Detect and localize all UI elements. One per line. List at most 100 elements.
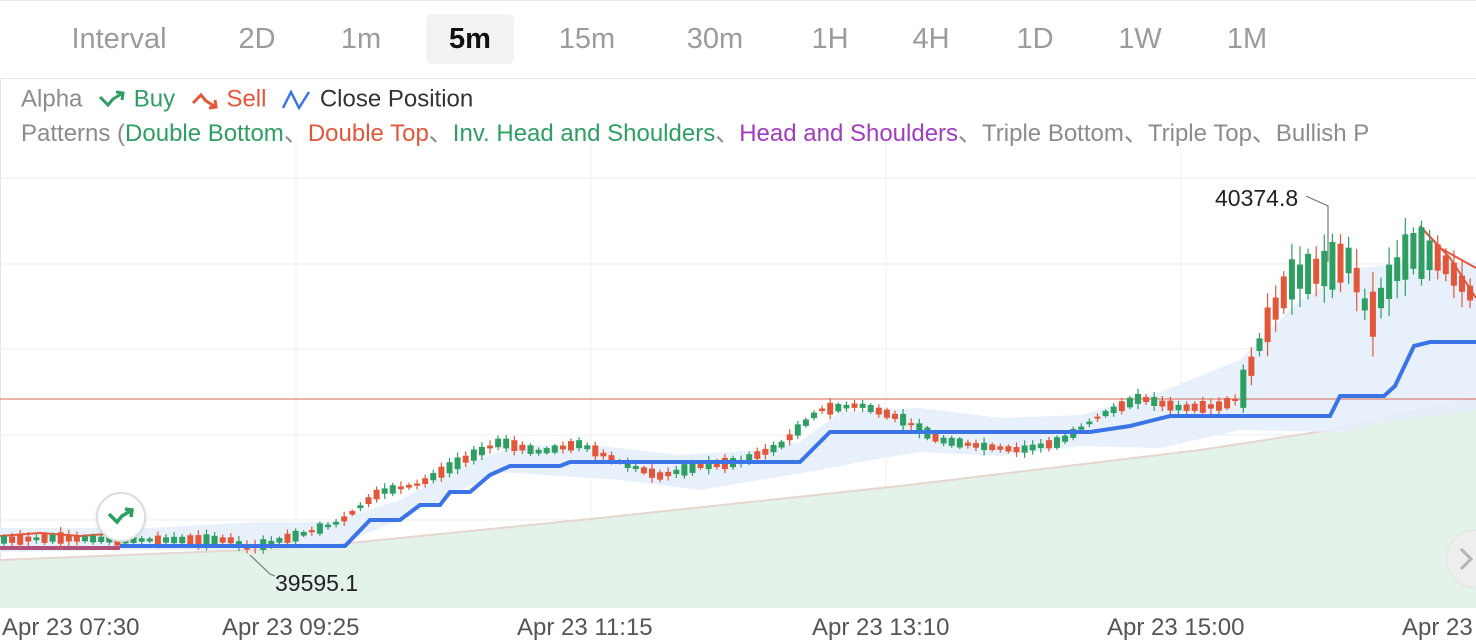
tab-5m[interactable]: 5m (426, 14, 514, 64)
candle-body (1167, 400, 1174, 411)
candle-body (1199, 400, 1206, 413)
candle-body (414, 483, 421, 486)
candle-body (349, 510, 356, 515)
candle-body (1029, 444, 1036, 451)
candle-body (900, 413, 907, 426)
candle-body (33, 537, 40, 541)
candle-body (511, 440, 518, 451)
tab-1month[interactable]: 1M (1226, 23, 1268, 55)
candle-body (794, 424, 801, 436)
candle-body (1118, 401, 1125, 412)
candle-body (171, 536, 178, 544)
candle-body (1386, 264, 1393, 299)
candle-body (875, 407, 882, 415)
low-price-label: 39595.1 (275, 570, 359, 596)
candle-body (325, 524, 331, 528)
candle-body (681, 464, 688, 476)
pattern-bullish: Bullish P (1275, 120, 1370, 147)
tab-1h[interactable]: 1H (811, 23, 849, 55)
candle-body (956, 438, 963, 448)
candle-body (1224, 397, 1231, 409)
tab-1m[interactable]: 1m (340, 23, 382, 55)
close-position-icon (273, 86, 320, 113)
candle-body (1369, 291, 1376, 337)
x-tick-label: Apr 23 15:00 (1107, 614, 1245, 641)
candle-body (146, 538, 153, 542)
candle-body (1264, 307, 1271, 343)
x-tick-label: Apr 23 07:30 (2, 614, 140, 641)
candle-body (778, 441, 785, 448)
candle-body (835, 404, 842, 412)
candle-body (916, 423, 923, 434)
candle-body (1054, 437, 1060, 448)
chart-top-border (0, 78, 1476, 79)
candle-body (1062, 435, 1069, 442)
candle-body (406, 484, 412, 488)
candle-body (1297, 264, 1303, 289)
candle-body (316, 523, 323, 534)
candle-body (519, 444, 526, 451)
candle-body (1467, 285, 1474, 301)
tab-4h[interactable]: 4H (912, 23, 950, 55)
candle-body (1288, 259, 1295, 300)
scroll-right-button[interactable] (1446, 530, 1476, 588)
x-tick-label: Apr 23 11:15 (517, 614, 653, 641)
candle-body (1394, 257, 1401, 282)
candle-body (300, 531, 307, 536)
candle-body (1183, 404, 1190, 411)
candle-body (754, 451, 761, 459)
x-tick-label: Apr 23 13:10 (812, 614, 950, 641)
candle-body (1021, 445, 1028, 453)
candlestick-chart[interactable] (0, 78, 1476, 641)
candle-body (843, 404, 850, 409)
buy-signal-marker[interactable] (96, 492, 146, 542)
candle-body (527, 445, 534, 454)
tab-2d[interactable]: 2D (238, 23, 276, 55)
candle-body (1191, 403, 1198, 411)
candle-body (786, 434, 793, 441)
pattern-separator: 、 (428, 120, 453, 147)
candle-body (1280, 276, 1287, 309)
interval-tabs: Interval 2D 1m 5m 15m 30m 1H 4H 1D 1W 1M (0, 0, 1476, 78)
candle-body (235, 541, 242, 546)
candle-body (41, 534, 48, 543)
candle-body (770, 444, 777, 453)
tab-1d[interactable]: 1D (1016, 23, 1054, 55)
candle-body (819, 408, 826, 411)
candle-body (827, 402, 834, 415)
candle-body (1361, 298, 1368, 311)
candle-body (1329, 241, 1336, 290)
buy-signal-icon (107, 507, 134, 525)
candle-body (932, 433, 939, 442)
candle-body (802, 419, 809, 426)
indicator-legend: Alpha Buy Sell Close Position (21, 85, 473, 114)
candle-body (973, 443, 979, 448)
chevron-right-icon (1459, 547, 1474, 571)
candle-body (17, 533, 24, 545)
interval-label: Interval (71, 23, 167, 55)
candle-body (333, 521, 340, 525)
candle-body (163, 537, 169, 543)
candle-body (1151, 397, 1158, 407)
tab-1w[interactable]: 1W (1118, 23, 1162, 55)
candle-body (657, 472, 664, 480)
candle-body (1232, 398, 1239, 401)
pattern-separator: 、 (283, 120, 308, 147)
candle-body (154, 535, 161, 545)
candle-body (1450, 262, 1457, 286)
candle-body (203, 534, 210, 546)
candle-body (373, 489, 380, 500)
candle-body (964, 442, 971, 446)
candle-body (551, 445, 558, 453)
candle-body (98, 536, 105, 543)
pattern-double-top: Double Top (307, 120, 429, 147)
candle-body (673, 469, 680, 475)
candle-body (1094, 416, 1101, 419)
tab-30m[interactable]: 30m (686, 23, 744, 55)
candle-body (268, 540, 275, 545)
tab-15m[interactable]: 15m (558, 23, 616, 55)
candle-body (948, 437, 955, 446)
candle-body (1216, 401, 1222, 411)
candle-body (892, 413, 898, 419)
pattern-separator: 、 (958, 120, 983, 147)
